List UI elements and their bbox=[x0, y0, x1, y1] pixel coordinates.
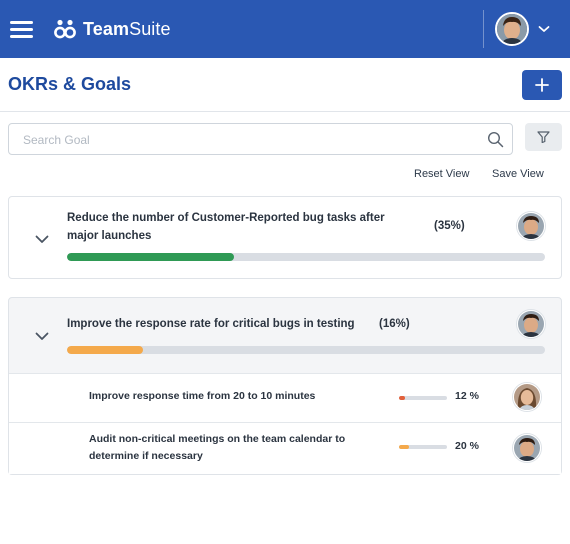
key-result-progress-fill bbox=[399, 396, 405, 400]
key-result-progress-bar bbox=[399, 445, 447, 449]
key-result-row[interactable]: Improve response time from 20 to 10 minu… bbox=[9, 373, 561, 422]
header-divider-line bbox=[0, 111, 570, 112]
expand-chevron-icon[interactable] bbox=[35, 235, 49, 244]
key-result-percent: 20 % bbox=[455, 440, 479, 452]
goal-progress-bar bbox=[67, 346, 545, 354]
user-menu-chevron-icon[interactable] bbox=[538, 24, 550, 34]
owner-avatar[interactable] bbox=[517, 310, 545, 338]
goal-percent: (35%) bbox=[434, 220, 465, 232]
owner-avatar[interactable] bbox=[513, 383, 541, 411]
plus-icon bbox=[535, 78, 549, 92]
owner-photo-icon bbox=[518, 213, 544, 239]
key-result-title: Audit non-critical meetings on the team … bbox=[89, 433, 346, 462]
save-view-button[interactable]: Save View bbox=[492, 168, 544, 180]
search-icon[interactable] bbox=[487, 131, 504, 148]
brand-name: TeamSuite bbox=[83, 18, 171, 39]
goal-progress-fill bbox=[67, 253, 235, 261]
reset-view-button[interactable]: Reset View bbox=[414, 168, 470, 180]
owner-photo-icon bbox=[514, 384, 540, 410]
owner-photo-icon bbox=[514, 435, 540, 461]
teamsuite-logo-icon bbox=[54, 19, 76, 39]
filter-icon bbox=[537, 131, 550, 143]
page-title: OKRs & Goals bbox=[8, 74, 132, 94]
goal-title[interactable]: Improve the response rate for critical b… bbox=[67, 318, 355, 330]
collapse-chevron-icon[interactable] bbox=[35, 332, 49, 341]
search-input[interactable] bbox=[23, 130, 463, 150]
goal-title[interactable]: Reduce the number of Customer-Reported b… bbox=[67, 212, 385, 242]
header-divider bbox=[483, 10, 484, 48]
goal-percent: (16%) bbox=[379, 318, 410, 330]
key-result-row[interactable]: Audit non-critical meetings on the team … bbox=[9, 422, 561, 474]
filter-button[interactable] bbox=[525, 123, 562, 151]
goal-progress-bar bbox=[67, 253, 545, 261]
owner-avatar[interactable] bbox=[513, 434, 541, 462]
user-avatar[interactable] bbox=[495, 12, 529, 46]
brand-logo[interactable]: TeamSuite bbox=[54, 17, 171, 41]
top-navigation-bar: TeamSuite bbox=[0, 0, 570, 58]
add-goal-button[interactable] bbox=[522, 70, 562, 100]
goal-card: Reduce the number of Customer-Reported b… bbox=[8, 196, 562, 279]
goal-card: Improve the response rate for critical b… bbox=[8, 297, 562, 475]
hamburger-menu-icon[interactable] bbox=[10, 21, 33, 38]
owner-avatar[interactable] bbox=[517, 212, 545, 240]
key-result-progress-fill bbox=[399, 445, 409, 449]
key-result-percent: 12 % bbox=[455, 390, 479, 402]
user-photo-icon bbox=[497, 14, 527, 44]
key-result-title: Improve response time from 20 to 10 minu… bbox=[89, 390, 316, 402]
owner-photo-icon bbox=[518, 311, 544, 337]
goal-progress-fill bbox=[67, 346, 144, 354]
search-box bbox=[8, 123, 513, 155]
key-result-progress-bar bbox=[399, 396, 447, 400]
